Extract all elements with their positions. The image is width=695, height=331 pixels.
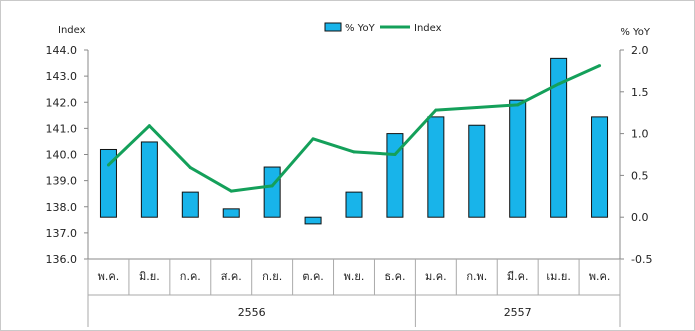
right-tick-label: 1.0 bbox=[631, 128, 649, 141]
left-tick-label: 139.0 bbox=[46, 175, 78, 188]
category-label: ต.ค. bbox=[302, 270, 324, 283]
left-tick-label: 140.0 bbox=[46, 149, 78, 162]
line-index-point bbox=[393, 153, 397, 156]
year-label: 2556 bbox=[238, 306, 266, 319]
line-index-point bbox=[557, 82, 561, 86]
right-tick-label: -0.5 bbox=[631, 253, 652, 266]
left-tick-label: 144.0 bbox=[46, 44, 78, 57]
bar-yoy bbox=[304, 216, 322, 225]
line-index-point bbox=[147, 124, 151, 128]
category-label: ธ.ค. bbox=[384, 270, 405, 283]
category-label: พ.ค. bbox=[589, 270, 611, 283]
bar-yoy bbox=[468, 124, 486, 218]
bar-yoy bbox=[386, 133, 404, 218]
legend-label-yoy: % YoY bbox=[345, 23, 376, 34]
right-axis-title: % YoY bbox=[620, 27, 651, 38]
category-label: ก.ค. bbox=[180, 270, 201, 283]
line-index-point bbox=[106, 163, 110, 167]
bar-yoy bbox=[181, 191, 199, 218]
category-label: ส.ค. bbox=[221, 270, 242, 283]
right-tick-label: 0.5 bbox=[631, 169, 649, 182]
right-tick-label: 0.0 bbox=[631, 211, 649, 224]
category-label: เม.ย. bbox=[546, 270, 570, 283]
line-index-point bbox=[475, 105, 479, 109]
category-label: พ.ค. bbox=[98, 270, 120, 283]
left-tick-label: 141.0 bbox=[46, 122, 78, 135]
left-tick-label: 142.0 bbox=[46, 96, 78, 109]
bar-yoy bbox=[263, 166, 281, 218]
bar-yoy bbox=[140, 141, 158, 218]
bar-yoy bbox=[222, 208, 240, 218]
left-tick-label: 143.0 bbox=[46, 70, 78, 83]
line-index-point bbox=[516, 103, 520, 107]
line-index-point bbox=[311, 137, 315, 141]
left-axis-title: Index bbox=[58, 25, 86, 36]
bar-yoy bbox=[345, 191, 363, 218]
bar-yoy bbox=[550, 57, 568, 218]
line-index-point bbox=[598, 64, 602, 68]
left-tick-label: 138.0 bbox=[46, 201, 78, 214]
bar-yoy bbox=[509, 99, 527, 218]
category-label: มิ.ย. bbox=[139, 270, 160, 283]
category-label: ก.พ. bbox=[466, 270, 487, 283]
line-index-point bbox=[270, 184, 274, 188]
line-index-point bbox=[229, 189, 233, 193]
left-tick-label: 137.0 bbox=[46, 227, 78, 240]
line-index-point bbox=[352, 150, 356, 154]
year-label: 2557 bbox=[504, 306, 532, 319]
category-label: มี.ค. bbox=[507, 270, 529, 283]
category-label: ม.ค. bbox=[425, 270, 447, 283]
bar-yoy bbox=[427, 116, 445, 218]
legend-label-index: Index bbox=[414, 23, 442, 34]
left-tick-label: 136.0 bbox=[46, 253, 78, 266]
bar-yoy bbox=[99, 148, 117, 218]
right-tick-label: 2.0 bbox=[631, 44, 649, 57]
line-index-point bbox=[434, 108, 438, 112]
category-label: ก.ย. bbox=[262, 270, 282, 283]
line-index-point bbox=[188, 166, 192, 170]
bar-yoy bbox=[591, 116, 609, 218]
right-tick-label: 1.5 bbox=[631, 86, 649, 99]
legend-swatch-yoy bbox=[324, 22, 342, 32]
category-label: พ.ย. bbox=[344, 270, 365, 283]
